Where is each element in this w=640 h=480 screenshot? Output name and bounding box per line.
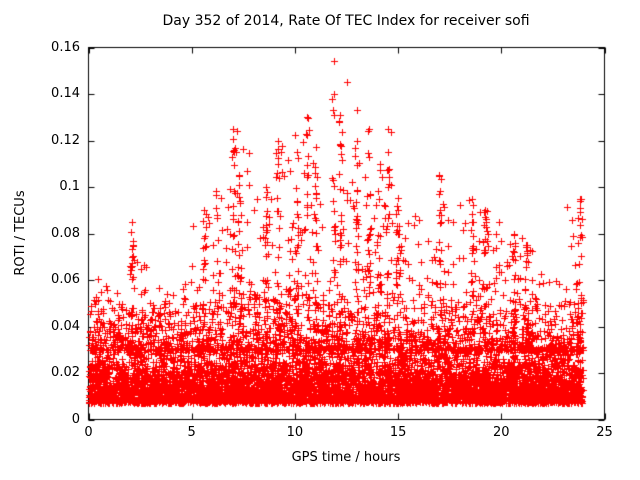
y-tick-label: 0.12 bbox=[51, 132, 80, 148]
x-tick-label: 20 bbox=[493, 425, 510, 440]
y-tick-label: 0.08 bbox=[51, 225, 80, 241]
x-tick-label: 0 bbox=[84, 425, 93, 440]
x-tick-label: 15 bbox=[389, 425, 407, 440]
y-tick-label: 0.14 bbox=[51, 86, 80, 101]
y-tick-label: 0.06 bbox=[51, 272, 80, 287]
x-tick-label: 10 bbox=[286, 425, 304, 440]
y-tick-label: 0 bbox=[71, 411, 80, 427]
y-tick-label: 0.1 bbox=[59, 179, 80, 194]
x-tick-label: 5 bbox=[187, 425, 196, 440]
x-axis-label: GPS time / hours bbox=[291, 450, 401, 465]
chart-title: Day 352 of 2014, Rate Of TEC Index for r… bbox=[162, 13, 530, 29]
y-tick-label: 0.16 bbox=[51, 39, 80, 55]
x-tick-label: 25 bbox=[596, 425, 613, 440]
y-tick-label: 0.02 bbox=[51, 365, 80, 380]
y-tick-label: 0.04 bbox=[51, 318, 80, 334]
